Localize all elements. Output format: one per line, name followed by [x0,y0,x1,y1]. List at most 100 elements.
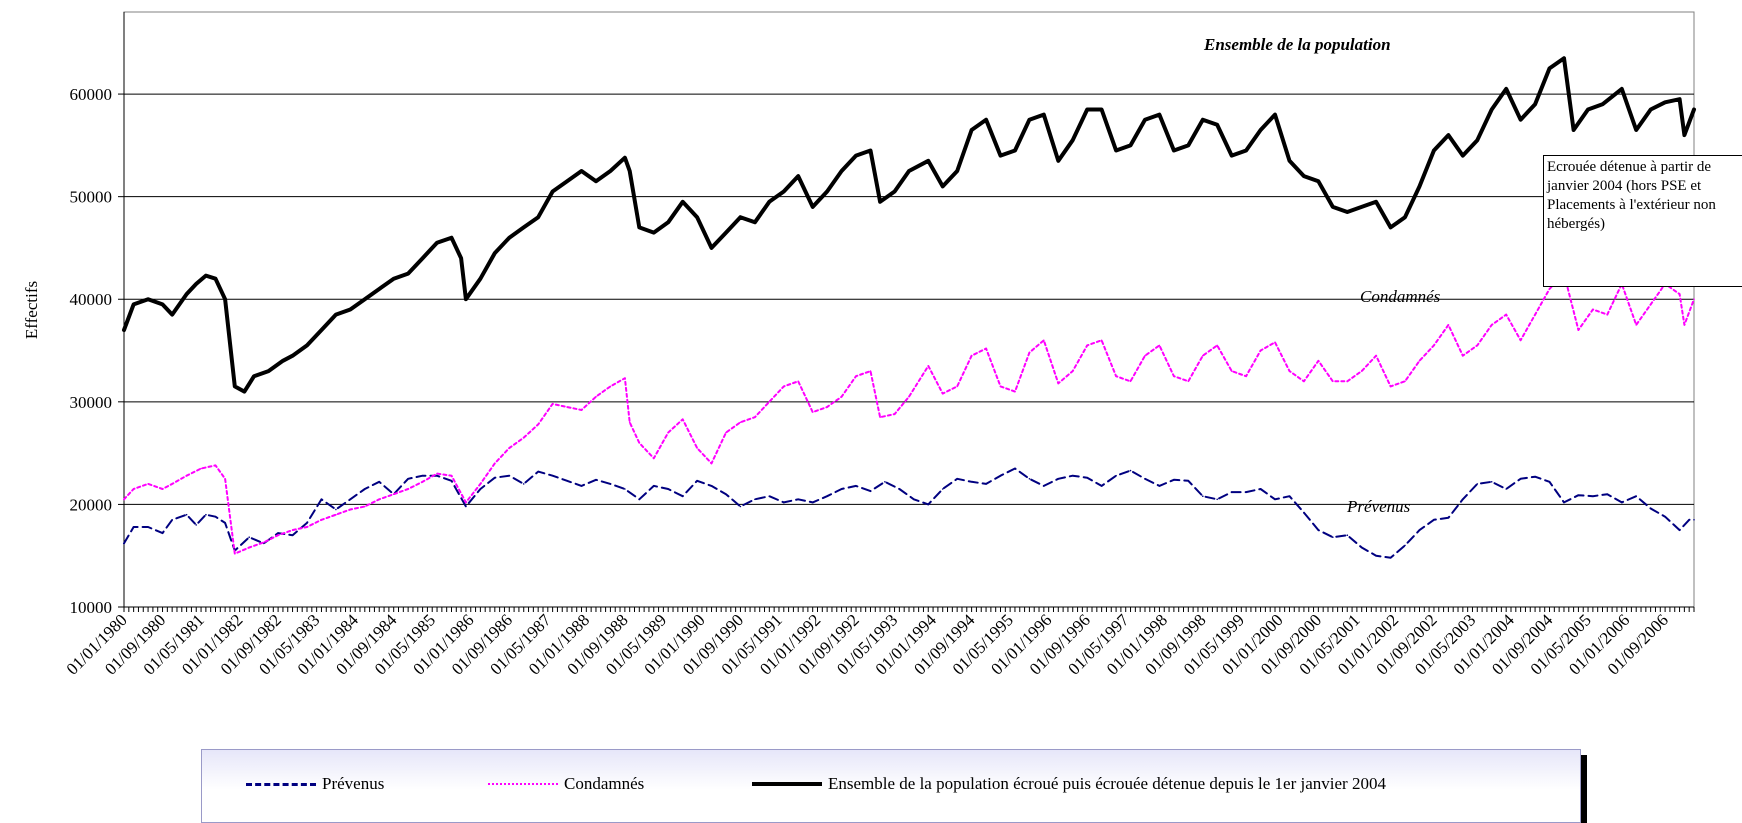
data-point [1505,88,1507,90]
data-point [1490,324,1493,326]
data-point [1332,380,1334,383]
data-point [1187,144,1190,147]
data-point [1664,515,1666,518]
data-point [956,385,958,388]
data-point [908,395,910,398]
data-point [537,470,539,473]
data-point [436,474,438,477]
data-point [840,395,843,398]
data-point [1158,344,1161,347]
data-point [234,385,236,388]
data-point [1683,134,1686,136]
data-point [941,488,944,490]
data-point [1433,149,1435,152]
legend-label-ensemble: Ensemble de la population écroué puis éc… [828,774,1386,793]
data-point [1129,380,1132,383]
data-point [1216,498,1218,501]
data-point [681,495,684,498]
data-point [407,488,409,490]
data-point [1433,519,1435,521]
data-point [364,505,366,508]
legend-item-prevenus: Prévenus [246,774,384,794]
data-point [739,505,742,508]
data-point [999,474,1002,477]
data-point [1346,534,1349,536]
data-point [1245,149,1247,152]
data-point [224,478,226,480]
data-point [696,480,698,482]
data-point [1173,149,1175,152]
data-point [1418,529,1421,531]
data-point [551,190,554,193]
data-point [1057,382,1060,385]
data-point [1202,118,1204,121]
data-point [494,252,496,254]
data-point [508,474,511,477]
data-point [826,190,828,193]
gridlines [124,93,1694,505]
data-point [999,154,1002,157]
data-point [147,483,149,485]
data-point [797,380,799,383]
data-point [185,293,188,295]
data-point [1418,360,1421,362]
data-point [421,474,424,477]
data-point [1245,491,1247,493]
data-point [291,534,294,536]
data-point [132,526,135,528]
data-point [884,481,886,483]
data-point [1587,108,1589,111]
legend-item-condamnes: Condamnés [488,774,644,794]
data-point [1490,108,1493,111]
data-point [450,480,453,482]
data-point [985,483,987,485]
legend-swatch-prevenus [246,782,316,786]
data-point [1563,57,1565,59]
data-point [465,501,467,504]
data-point [494,476,496,479]
data-point [1216,124,1218,126]
data-point [306,526,308,528]
data-point [1043,485,1045,487]
data-point [1505,313,1507,316]
data-point [580,170,583,172]
data-point [291,529,294,531]
data-point [1678,529,1681,531]
data-point [407,478,409,480]
data-point [1592,308,1594,311]
legend-swatch-condamnes [488,783,558,785]
data-point [1447,324,1450,326]
y-tick-label: 30000 [70,393,113,412]
data-point [855,154,857,157]
data-point [224,298,226,301]
data-point [985,118,987,121]
data-point [956,170,958,172]
data-point [667,488,669,490]
data-point [1664,101,1666,104]
series-lines [122,56,1696,559]
data-point [754,416,756,419]
data-point [1144,354,1146,357]
y-tick-label: 10000 [70,598,113,617]
data-point [1086,344,1088,347]
data-point [1635,129,1637,131]
data-point [1447,517,1450,519]
data-point [1158,113,1161,116]
data-point [1144,478,1146,480]
data-point [1519,478,1522,480]
data-point [1693,108,1695,111]
data-point [320,498,323,501]
data-point [811,501,814,504]
data-point [392,277,395,280]
data-point [811,206,814,208]
data-point [522,226,525,229]
data-point [1649,303,1652,306]
data-point [243,390,246,393]
data-point [1071,370,1074,372]
data-point [1375,354,1377,357]
legend-label-condamnes: Condamnés [564,774,645,793]
data-point [783,190,785,193]
data-point [1375,554,1377,557]
data-point [1346,380,1349,383]
data-point [566,180,568,183]
